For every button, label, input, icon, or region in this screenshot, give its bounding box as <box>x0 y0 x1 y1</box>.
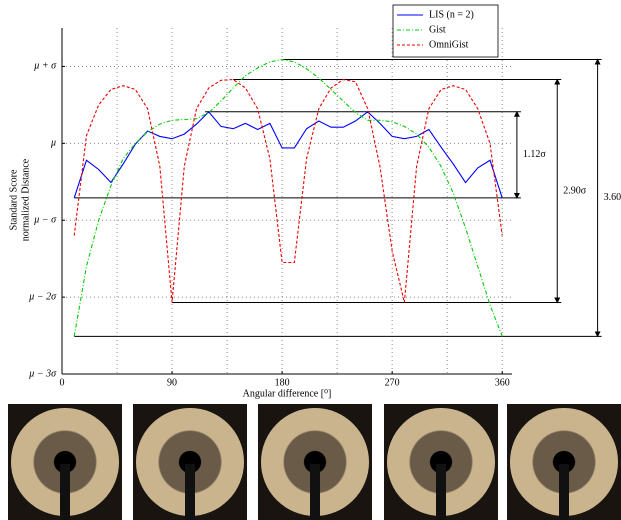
legend-label: LIS (n = 2) <box>429 9 474 20</box>
annotation-label: 1.12σ <box>523 149 547 160</box>
y-tick-label: μ − 3σ <box>28 368 57 379</box>
chart: Angular difference [⁰] Standard Score no… <box>8 4 621 399</box>
x-axis-label: Angular difference [⁰] <box>243 388 332 399</box>
photo <box>507 404 621 520</box>
legend-label: OmniGist <box>429 39 469 50</box>
y-tick-label: μ + σ <box>33 61 57 72</box>
photo <box>133 404 247 520</box>
y-axis-label: Standard Score <box>8 169 19 230</box>
line <box>73 78 503 303</box>
y-tick-label: μ <box>50 138 56 149</box>
legend <box>392 4 499 58</box>
x-tick-label: 180 <box>275 377 290 388</box>
x-tick-label: 0 <box>60 377 65 388</box>
y-axis-label: normalized Distance <box>20 158 31 241</box>
photo-strip <box>0 404 621 520</box>
y-tick-label: μ − σ <box>33 215 57 226</box>
legend-label: Gist <box>429 24 446 35</box>
y-tick-label: μ − 2σ <box>28 291 57 302</box>
annotation-label: 2.90σ <box>563 185 587 196</box>
x-tick-label: 360 <box>495 377 510 388</box>
line <box>73 110 503 199</box>
x-tick-label: 270 <box>385 377 400 388</box>
line <box>73 58 503 337</box>
photo <box>8 404 122 520</box>
photo <box>258 404 372 520</box>
photo <box>384 404 498 520</box>
x-tick-label: 90 <box>167 377 177 388</box>
annotation-label: 3.60σ <box>604 192 621 203</box>
